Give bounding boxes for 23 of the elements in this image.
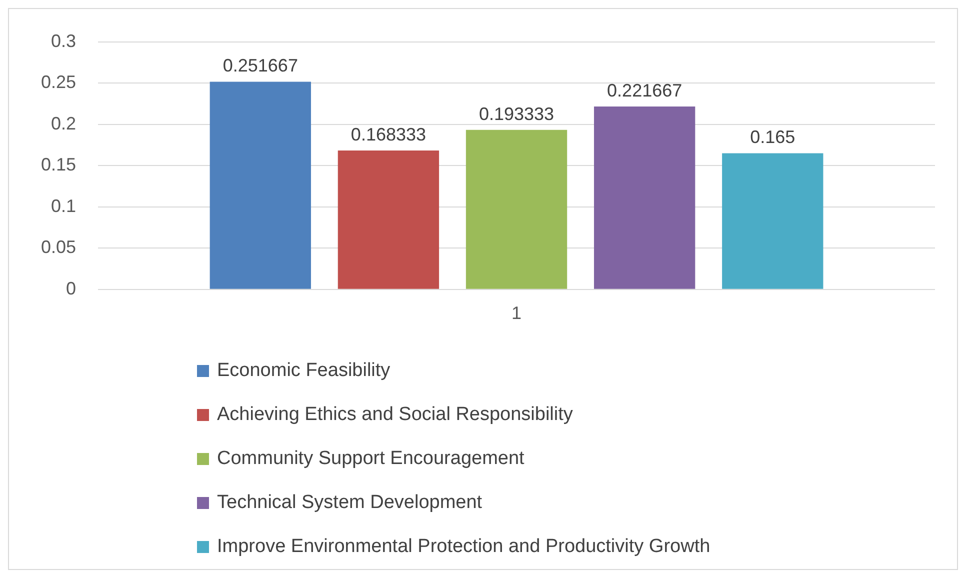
legend-label: Achieving Ethics and Social Responsibility (217, 404, 573, 426)
y-tick-label: 0 (66, 278, 76, 298)
data-label: 0.221667 (607, 80, 682, 100)
legend-label: Improve Environmental Protection and Productivity Growth (217, 536, 710, 558)
y-tick-label: 0.15 (40, 154, 76, 175)
data-label: 0.165 (750, 127, 796, 148)
bar (722, 153, 824, 289)
data-label: 0.251667 (222, 56, 298, 76)
bar (594, 106, 696, 289)
y-tick-label: 0.25 (40, 72, 76, 92)
data-label: 0.193333 (478, 104, 554, 124)
y-tick-label: 0.1 (51, 196, 76, 216)
data-label: 0.168333 (350, 124, 426, 144)
bar (466, 130, 568, 289)
y-tick-label: 0.3 (51, 30, 76, 51)
x-tick-label: 1 (512, 303, 522, 324)
bar (338, 150, 440, 289)
y-tick-label: 0.2 (51, 113, 76, 134)
bar (210, 82, 311, 289)
legend-label: Community Support Encouragement (217, 448, 524, 470)
legend-label: Technical System Development (217, 492, 482, 514)
y-tick-label: 0.05 (40, 237, 76, 258)
legend-label: Economic Feasibility (217, 360, 390, 382)
